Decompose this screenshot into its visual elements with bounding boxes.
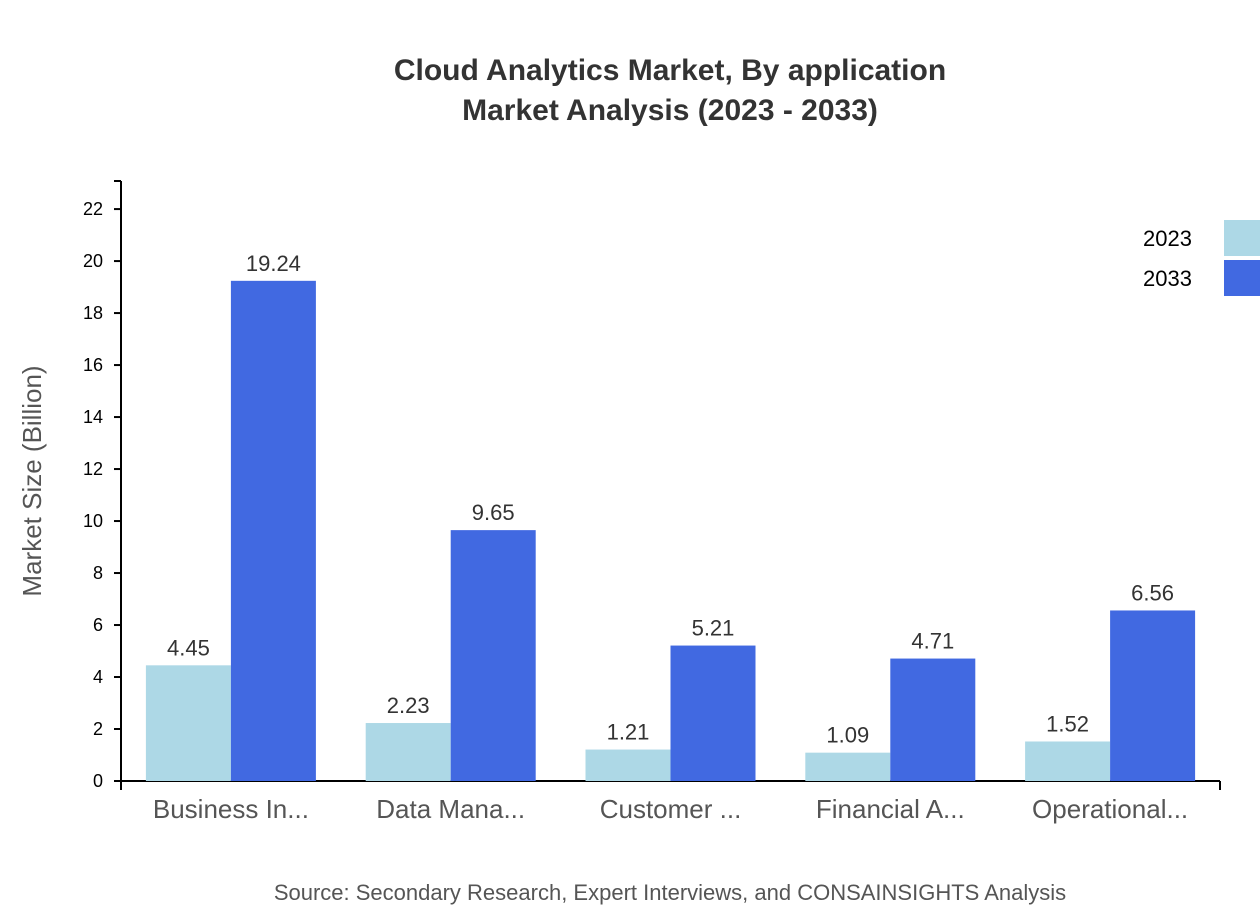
y-tick-label: 18 bbox=[83, 303, 103, 323]
bar-2033 bbox=[1110, 610, 1196, 781]
bar-2033 bbox=[890, 658, 976, 781]
y-tick-label: 2 bbox=[93, 719, 103, 739]
y-tick-label: 16 bbox=[83, 355, 103, 375]
bar-2023 bbox=[145, 665, 231, 781]
bar-2023 bbox=[585, 749, 671, 781]
y-tick-label: 20 bbox=[83, 251, 103, 271]
data-label-2023: 2.23 bbox=[387, 693, 430, 718]
y-tick-label: 6 bbox=[93, 615, 103, 635]
y-tick-label: 8 bbox=[93, 563, 103, 583]
data-label-2033: 5.21 bbox=[692, 616, 735, 641]
x-tick-label: Business In... bbox=[153, 794, 309, 824]
bar-2023 bbox=[365, 723, 451, 781]
x-tick-label: Operational... bbox=[1032, 794, 1188, 824]
data-label-2023: 1.09 bbox=[826, 723, 869, 748]
bar-2023 bbox=[805, 752, 891, 781]
chart-title-line2: Market Analysis (2023 - 2033) bbox=[462, 94, 878, 127]
y-tick-label: 22 bbox=[83, 199, 103, 219]
source-note: Source: Secondary Research, Expert Inter… bbox=[274, 880, 1066, 905]
data-label-2033: 9.65 bbox=[472, 500, 515, 525]
legend-swatch-2023 bbox=[1224, 220, 1260, 256]
bar-2033 bbox=[230, 280, 316, 781]
x-tick-label: Customer ... bbox=[600, 794, 742, 824]
legend-swatch-2033 bbox=[1224, 260, 1260, 296]
data-label-2023: 1.52 bbox=[1046, 711, 1089, 736]
bar-2033 bbox=[670, 645, 756, 781]
chart-title-line1: Cloud Analytics Market, By application bbox=[394, 54, 946, 87]
y-tick-label: 12 bbox=[83, 459, 103, 479]
y-axis-label: Market Size (Billion) bbox=[17, 365, 47, 596]
data-label-2033: 6.56 bbox=[1131, 580, 1174, 605]
bar-2033 bbox=[450, 530, 536, 781]
y-tick-label: 0 bbox=[93, 771, 103, 791]
y-tick-label: 4 bbox=[93, 667, 103, 687]
data-label-2033: 19.24 bbox=[246, 251, 301, 276]
y-tick-label: 10 bbox=[83, 511, 103, 531]
legend-label-2033: 2033 bbox=[1143, 266, 1192, 291]
bar-2023 bbox=[1025, 741, 1111, 781]
x-tick-label: Data Mana... bbox=[376, 794, 525, 824]
data-label-2023: 1.21 bbox=[607, 720, 650, 745]
x-tick-label: Financial A... bbox=[816, 794, 965, 824]
data-label-2033: 4.71 bbox=[911, 629, 954, 654]
legend-label-2023: 2023 bbox=[1143, 226, 1192, 251]
y-tick-label: 14 bbox=[83, 407, 103, 427]
data-label-2023: 4.45 bbox=[167, 635, 210, 660]
